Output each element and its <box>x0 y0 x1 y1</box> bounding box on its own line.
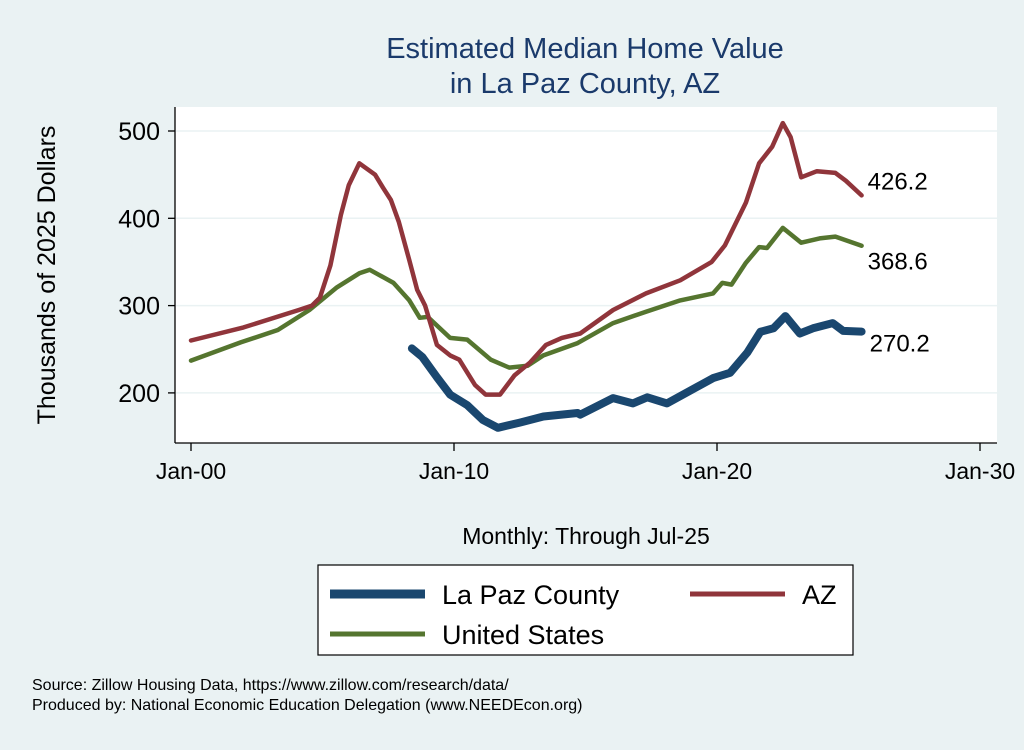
y-axis-label: Thousands of 2025 Dollars <box>33 126 61 425</box>
y-tick-label: 400 <box>118 205 160 233</box>
end-value-label: 270.2 <box>870 331 930 358</box>
produced-by-note: Produced by: National Economic Education… <box>32 697 583 714</box>
chart-title-line1: Estimated Median Home Value <box>386 33 784 65</box>
series-line-united-states <box>188 225 864 370</box>
x-tick-label: Jan-30 <box>945 458 1015 484</box>
source-note: Source: Zillow Housing Data, https://www… <box>32 677 509 694</box>
legend-label: AZ <box>802 580 837 610</box>
x-tick-label: Jan-20 <box>682 458 752 484</box>
y-tick-label: 200 <box>118 380 160 408</box>
plot-area <box>175 107 997 443</box>
legend-item: United States <box>330 620 604 650</box>
legend-label: United States <box>442 620 604 650</box>
chart-title-line2: in La Paz County, AZ <box>450 68 720 100</box>
legend-item: La Paz County <box>330 580 620 610</box>
series-line-az <box>188 120 864 397</box>
x-tick-label: Jan-00 <box>156 458 226 484</box>
y-tick-label: 500 <box>118 118 160 146</box>
end-value-label: 426.2 <box>868 168 928 195</box>
series-line-la-paz-county <box>407 312 866 432</box>
x-tick-label: Jan-10 <box>419 458 489 484</box>
legend: La Paz County AZ United States <box>317 564 854 656</box>
end-value-label: 368.6 <box>868 249 928 276</box>
x-axis-label: Monthly: Through Jul-25 <box>462 523 710 549</box>
legend-box <box>317 564 854 656</box>
legend-item: AZ <box>690 580 837 610</box>
y-tick-label: 300 <box>118 293 160 321</box>
legend-label: La Paz County <box>442 580 620 610</box>
